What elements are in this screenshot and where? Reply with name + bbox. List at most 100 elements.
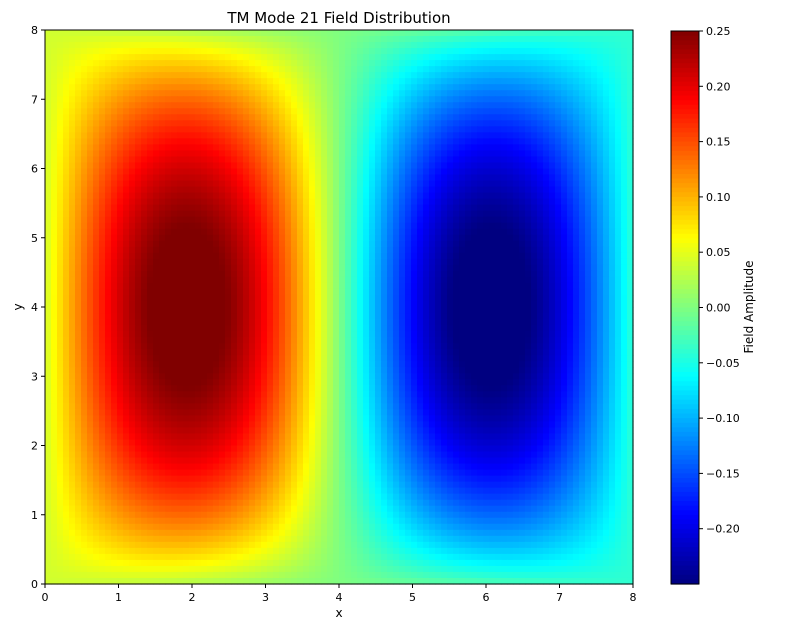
heatmap-cell [87, 42, 94, 49]
heatmap-cell [555, 78, 562, 85]
heatmap-cell [303, 168, 310, 176]
heatmap-cell [57, 180, 64, 188]
heatmap-cell [171, 66, 178, 73]
heatmap-cell [201, 216, 208, 224]
heatmap-cell [99, 48, 106, 55]
heatmap-cell [75, 204, 82, 212]
heatmap-cell [387, 180, 394, 188]
heatmap-cell [369, 294, 376, 302]
heatmap-cell [429, 138, 436, 146]
heatmap-cell [597, 174, 604, 182]
heatmap-cell [363, 288, 370, 296]
heatmap-cell [423, 198, 430, 206]
heatmap-cell [123, 54, 130, 61]
heatmap-cell [327, 174, 334, 182]
heatmap-cell [141, 264, 148, 272]
heatmap-cell [531, 54, 538, 61]
heatmap-cell [159, 313, 166, 320]
heatmap-cell [429, 84, 436, 91]
heatmap-cell [375, 258, 382, 266]
heatmap-cell [285, 228, 292, 236]
heatmap-cell [579, 90, 586, 97]
heatmap-cell [117, 246, 124, 254]
heatmap-cell [321, 138, 328, 146]
heatmap-cell [285, 222, 292, 230]
heatmap-cell [93, 78, 100, 85]
heatmap-cell [597, 144, 604, 152]
heatmap-cell [81, 150, 88, 158]
heatmap-cell [255, 90, 262, 97]
heatmap-cell [405, 60, 412, 67]
heatmap-cell [621, 258, 628, 266]
heatmap-cell [177, 264, 184, 272]
heatmap-cell [567, 114, 574, 121]
heatmap-cell [501, 276, 508, 284]
heatmap-cell [69, 276, 76, 284]
heatmap-cell [573, 313, 580, 320]
heatmap-cell [177, 120, 184, 127]
heatmap-cell [627, 150, 634, 158]
heatmap-cell [129, 126, 136, 133]
heatmap-cell [111, 222, 118, 230]
heatmap-cell [99, 156, 106, 164]
heatmap-cell [561, 60, 568, 67]
heatmap-cell [357, 162, 364, 170]
heatmap-cell [261, 66, 268, 73]
heatmap-cell [201, 36, 208, 43]
heatmap-cell [63, 210, 70, 218]
heatmap-cell [459, 325, 466, 332]
heatmap-cell [291, 96, 298, 103]
heatmap-cell [147, 48, 154, 55]
heatmap-cell [117, 210, 124, 218]
heatmap-cell [45, 307, 52, 314]
heatmap-cell [81, 54, 88, 61]
heatmap-cell [441, 222, 448, 230]
heatmap-cell [573, 78, 580, 85]
heatmap-cell [573, 180, 580, 188]
heatmap-cell [537, 331, 544, 338]
heatmap-cell [165, 60, 172, 67]
heatmap-cell [525, 240, 532, 248]
heatmap-cell [327, 222, 334, 230]
heatmap-cell [183, 313, 190, 320]
heatmap-cell [201, 114, 208, 121]
heatmap-cell [135, 114, 142, 121]
heatmap-cell [135, 54, 142, 61]
heatmap-cell [375, 30, 382, 37]
heatmap-cell [51, 180, 58, 188]
heatmap-cell [615, 222, 622, 230]
heatmap-cell [45, 216, 52, 224]
heatmap-cell [585, 240, 592, 248]
heatmap-cell [387, 162, 394, 170]
heatmap-cell [255, 258, 262, 266]
heatmap-cell [219, 138, 226, 146]
heatmap-cell [333, 180, 340, 188]
heatmap-cell [237, 186, 244, 194]
heatmap-cell [321, 156, 328, 164]
heatmap-cell [63, 72, 70, 79]
heatmap-cell [237, 210, 244, 218]
heatmap-cell [189, 319, 196, 326]
heatmap-cell [231, 144, 238, 152]
heatmap-cell [93, 156, 100, 164]
heatmap-cell [375, 252, 382, 260]
heatmap-cell [345, 210, 352, 218]
heatmap-cell [117, 276, 124, 284]
heatmap-cell [339, 102, 346, 109]
heatmap-cell [555, 313, 562, 320]
heatmap-cell [501, 264, 508, 272]
heatmap-cell [531, 276, 538, 284]
heatmap-cell [375, 138, 382, 146]
heatmap-cell [231, 36, 238, 43]
heatmap-cell [117, 60, 124, 67]
heatmap-cell [495, 325, 502, 332]
heatmap-cell [237, 228, 244, 236]
heatmap-cell [159, 72, 166, 79]
heatmap-cell [243, 186, 250, 194]
heatmap-cell [63, 282, 70, 290]
heatmap-cell [561, 319, 568, 326]
heatmap-cell [141, 216, 148, 224]
heatmap-cell [435, 222, 442, 230]
heatmap-cell [69, 240, 76, 248]
heatmap-cell [285, 42, 292, 49]
